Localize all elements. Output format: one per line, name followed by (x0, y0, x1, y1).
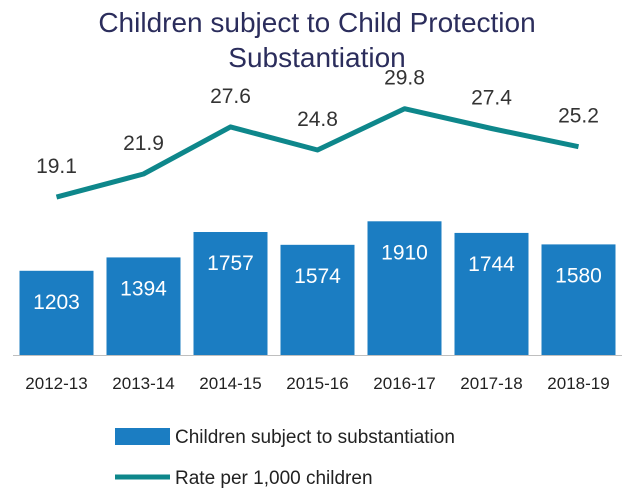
rate-value-label-2018-19: 25.2 (558, 105, 599, 128)
bar-2012-13 (19, 270, 94, 355)
x-tick-label-2014-15: 2014-15 (199, 374, 261, 393)
legend: Children subject to substantiation Rate p… (115, 427, 455, 489)
x-tick-label-2017-18: 2017-18 (460, 374, 522, 393)
rate-value-label-2015-16: 24.8 (297, 108, 338, 131)
rate-value-label-2013-14: 21.9 (123, 132, 164, 155)
x-tick-label-2015-16: 2015-16 (286, 374, 348, 393)
x-axis: 2012-13 2013-14 2014-15 2015-16 2016-17 2017-… (13, 355, 622, 393)
rate-value-label-2017-18: 27.4 (471, 87, 512, 110)
chart-title-line-2: Substantiation (228, 42, 405, 73)
bar-value-label-2016-17: 1910 (381, 241, 428, 264)
bar-value-label-2017-18: 1744 (468, 253, 515, 276)
bar-2014-15 (193, 232, 268, 355)
x-tick-label-2013-14: 2013-14 (112, 374, 174, 393)
x-tick-label-2012-13: 2012-13 (25, 374, 87, 393)
rate-value-label-2014-15: 27.6 (210, 85, 251, 108)
bar-2016-17 (367, 221, 442, 355)
bar-2018-19 (541, 244, 616, 355)
bar-value-label-2018-19: 1580 (555, 264, 602, 287)
rate-value-label-2016-17: 29.8 (384, 67, 425, 90)
legend-bar-label: Children subject to substantiation (175, 427, 455, 448)
bar-value-label-2012-13: 1203 (33, 291, 80, 314)
bar-value-label-2013-14: 1394 (120, 277, 167, 300)
legend-bar-swatch (115, 428, 170, 445)
bar-value-label-2015-16: 1574 (294, 265, 341, 288)
legend-line-label: Rate per 1,000 children (175, 468, 373, 489)
bars-group (19, 221, 616, 355)
bar-value-label-2014-15: 1757 (207, 252, 254, 275)
bar-2015-16 (280, 244, 355, 355)
x-tick-label-2018-19: 2018-19 (547, 374, 609, 393)
x-tick-label-2016-17: 2016-17 (373, 374, 435, 393)
bar-2013-14 (106, 257, 181, 355)
chart-title: Children subject to Child Protection Sub… (98, 7, 535, 73)
bar-2017-18 (454, 232, 529, 355)
rate-value-label-2012-13: 19.1 (36, 155, 77, 178)
data-labels-group: 1203 1394 1757 1574 1910 1744 1580 19.1 21.9 27.6… (33, 67, 602, 314)
rate-line-group (55, 106, 580, 200)
chart-title-line-1: Children subject to Child Protection (98, 7, 535, 38)
